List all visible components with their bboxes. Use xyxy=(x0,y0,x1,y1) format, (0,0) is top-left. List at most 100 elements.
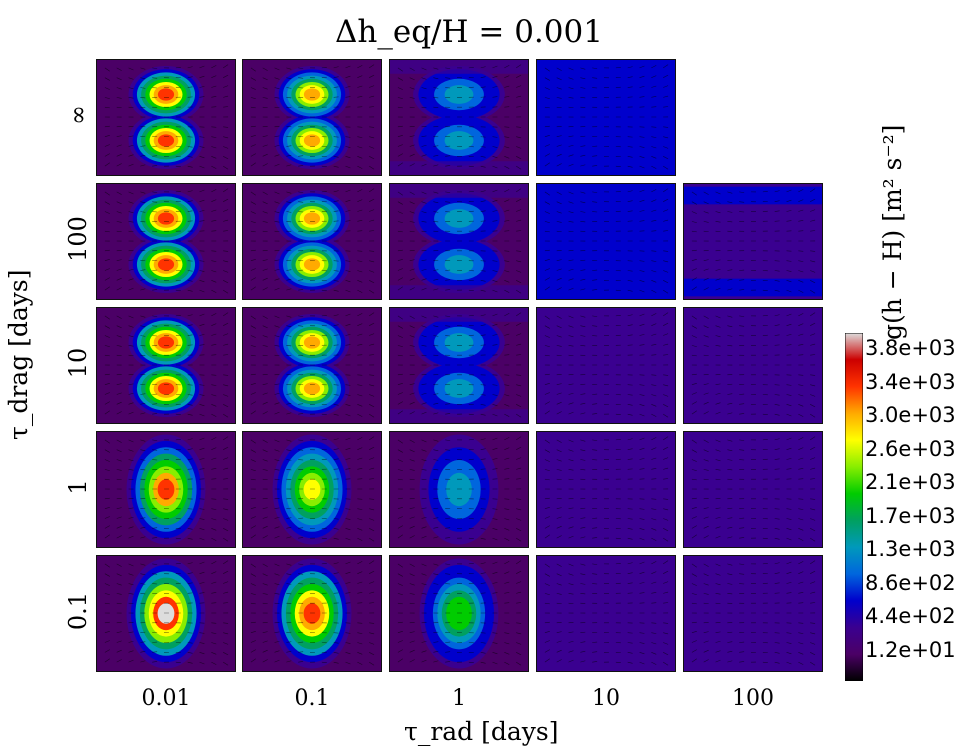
wind-vector xyxy=(274,411,280,415)
wind-vector xyxy=(345,334,351,336)
wind-vector xyxy=(691,507,697,509)
wind-vector xyxy=(262,135,268,137)
wind-vector xyxy=(116,449,122,453)
wind-vector xyxy=(421,87,427,90)
wind-vector xyxy=(116,507,122,509)
wind-vector xyxy=(568,383,574,385)
wind-vector xyxy=(627,156,633,158)
wind-vector xyxy=(639,661,645,665)
wind-vector xyxy=(104,459,110,462)
wind-vector xyxy=(468,191,474,193)
wind-vector xyxy=(262,97,268,99)
wind-vector xyxy=(421,449,427,452)
panel-1-2 xyxy=(389,183,529,300)
wind-vector xyxy=(810,230,816,232)
wind-vector xyxy=(152,201,158,203)
wind-vector xyxy=(810,632,816,635)
wind-vector xyxy=(798,354,804,356)
wind-vector xyxy=(592,403,598,405)
wind-vector xyxy=(397,221,403,224)
wind-vector xyxy=(703,602,709,605)
wind-vector xyxy=(250,286,256,291)
wind-vector xyxy=(357,537,363,541)
wind-vector xyxy=(357,199,363,202)
wind-vector xyxy=(556,268,562,271)
wind-vector xyxy=(211,165,217,169)
wind-vector xyxy=(663,260,669,263)
wind-vector xyxy=(786,518,792,520)
wind-vector xyxy=(116,106,122,109)
wind-vector xyxy=(369,384,375,387)
wind-vector xyxy=(187,210,193,212)
wind-vector xyxy=(568,345,574,347)
wind-vector xyxy=(321,661,327,663)
wind-vector xyxy=(409,439,415,443)
wind-vector xyxy=(556,221,562,223)
wind-vector xyxy=(369,374,375,376)
wind-vector xyxy=(397,631,403,633)
wind-vector xyxy=(262,411,268,415)
wind-vector xyxy=(409,383,415,385)
wind-vector xyxy=(286,154,292,157)
wind-vector xyxy=(580,221,586,223)
wind-vector xyxy=(568,563,574,567)
wind-vector xyxy=(345,537,351,541)
wind-vector xyxy=(774,642,780,644)
wind-vector xyxy=(468,661,474,663)
wind-vector xyxy=(223,280,229,284)
wind-vector xyxy=(663,354,669,356)
wind-vector xyxy=(480,448,486,450)
wind-vector xyxy=(262,392,268,395)
wind-vector xyxy=(116,126,122,128)
wind-vector xyxy=(651,146,657,149)
wind-vector xyxy=(409,401,415,405)
wind-vector xyxy=(409,631,415,633)
wind-vector xyxy=(333,324,339,326)
wind-vector xyxy=(262,439,268,443)
wind-vector xyxy=(468,439,474,441)
wind-vector xyxy=(262,449,268,453)
wind-vector xyxy=(369,467,375,470)
wind-vector xyxy=(703,201,709,205)
wind-vector xyxy=(369,354,375,356)
wind-vector xyxy=(691,449,697,453)
wind-vector xyxy=(128,563,134,567)
wind-vector xyxy=(798,230,804,232)
wind-vector xyxy=(568,221,574,223)
wind-vector xyxy=(774,190,780,193)
wind-vector xyxy=(516,230,522,232)
wind-vector xyxy=(663,622,669,624)
wind-vector xyxy=(492,220,498,222)
wind-vector xyxy=(116,478,122,481)
wind-vector xyxy=(715,507,721,509)
wind-vector xyxy=(739,563,745,565)
wind-vector xyxy=(691,478,697,481)
wind-vector xyxy=(580,439,586,442)
wind-vector xyxy=(187,66,193,69)
wind-vector xyxy=(140,67,146,70)
wind-vector xyxy=(639,210,645,212)
wind-vector xyxy=(262,401,268,405)
wind-vector xyxy=(397,277,403,281)
wind-vector xyxy=(468,67,474,69)
wind-vector xyxy=(274,163,280,167)
wind-vector xyxy=(298,403,304,405)
wind-vector xyxy=(409,602,415,605)
wind-vector xyxy=(627,661,633,664)
wind-vector xyxy=(798,344,804,346)
wind-vector xyxy=(409,345,415,347)
wind-vector xyxy=(786,561,792,565)
wind-vector xyxy=(556,335,562,338)
wind-vector xyxy=(116,525,122,529)
wind-vector xyxy=(104,354,110,357)
wind-vector xyxy=(798,642,804,645)
wind-vector xyxy=(223,333,229,336)
wind-vector xyxy=(345,75,351,78)
wind-vector xyxy=(333,448,339,450)
wind-vector xyxy=(544,144,550,147)
wind-vector xyxy=(798,437,804,441)
wind-vector xyxy=(397,230,403,233)
wind-vector xyxy=(140,563,146,566)
wind-vector xyxy=(397,315,403,320)
wind-vector xyxy=(357,384,363,386)
